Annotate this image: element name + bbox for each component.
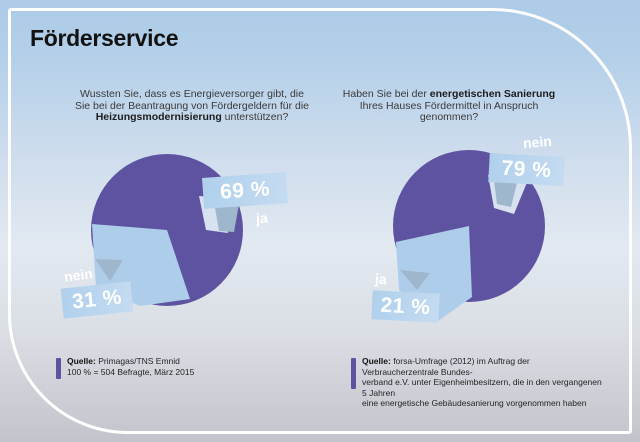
source-accent-bar-right: [351, 358, 356, 389]
pie-chart-right: [393, 150, 545, 321]
question-left-line1: Wussten Sie, dass es Energieversorger gi…: [80, 88, 304, 100]
source-left-line1: Quelle: Primagas/TNS Emnid: [67, 356, 180, 366]
source-right-line2: verband e.V. unter Eigenheimbesitzern, d…: [362, 377, 602, 398]
question-left-line2: Sie bei der Beantragung von Fördergelder…: [74, 99, 310, 112]
source-note-right: Quelle: forsa-Umfrage (2012) im Auftrag …: [351, 356, 606, 409]
pie-left-callout-pointer-nein: [95, 259, 123, 281]
pie-right-callout-ja-label: ja: [374, 270, 388, 288]
pie-left-callout-ja-label: ja: [255, 209, 269, 227]
question-right: Haben Sie bei der energetischen Sanierun…: [338, 88, 560, 124]
question-left-line3: Heizungsmodernisierung unterstützen?: [95, 111, 289, 123]
pie-left-callout-pointer-ja: [214, 202, 239, 232]
source-left-line2: 100 % = 504 Befragte, März 2015: [67, 366, 195, 377]
source-right-line3: eine energetische Gebäudesanierung vorge…: [362, 398, 587, 408]
pie-right-callout-pointer-nein: [494, 181, 517, 207]
source-note-left: Quelle: Primagas/TNS Emnid 100 % = 504 B…: [56, 356, 286, 379]
question-right-line1: Haben Sie bei der energetischen Sanierun…: [342, 88, 556, 100]
question-right-line3: genommen?: [419, 111, 479, 123]
pie-right-callout-ja-value: 21 %: [371, 290, 440, 323]
source-accent-bar-left: [56, 358, 61, 379]
question-left: Wussten Sie, dass es Energieversorger gi…: [58, 88, 326, 124]
question-right-line2: Ihres Hauses Fördermittel in Anspruch: [359, 99, 539, 112]
pie-right-callout-nein-value: 79 %: [488, 153, 565, 186]
pie-left-callout-ja-value: 69 %: [202, 172, 288, 209]
page-title: Förderservice: [30, 25, 179, 51]
pie-right-callout-pointer-ja: [400, 270, 430, 290]
source-right-line1: Quelle: forsa-Umfrage (2012) im Auftrag …: [362, 356, 530, 377]
pie-right-callout-nein-label: nein: [522, 132, 553, 152]
